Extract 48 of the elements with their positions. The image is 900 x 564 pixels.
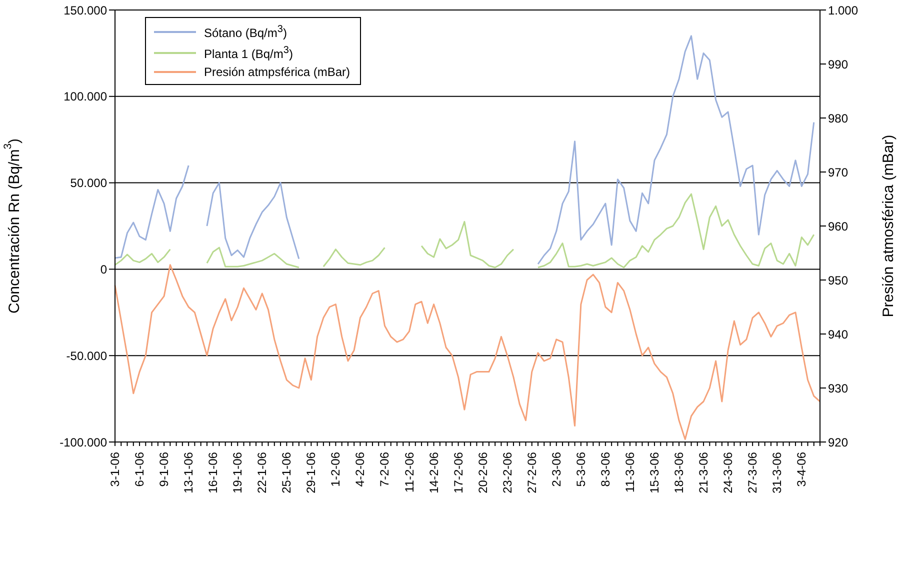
x-tick-label: 5-3-06 [574,452,588,487]
x-tick-label: 2-3-06 [549,452,564,487]
y-tick-label: 100.000 [64,90,108,104]
y-tick-label: 50.000 [70,176,108,190]
x-tick-label: 27-3-06 [746,452,760,494]
x-tick-label: 19-1-06 [230,452,245,494]
x-tick-label: 21-3-06 [696,452,711,494]
x-tick-label: 20-2-06 [476,452,490,494]
y-tick-label: 150.000 [64,3,108,18]
x-tick-label: 17-2-06 [451,452,466,494]
x-tick-label: 31-3-06 [770,452,784,494]
y2-tick-label: 970 [828,165,848,180]
x-tick-label: 9-1-06 [157,452,172,487]
x-tick-label: 1-2-06 [328,452,343,487]
x-tick-label: 11-3-06 [622,452,637,492]
x-tick-label: 15-3-06 [647,452,662,494]
x-tick-label: 11-2-06 [402,452,416,492]
legend-label: Sótano (Bq/m$^{3}$) [204,23,287,42]
x-tick-label: 13-1-06 [182,452,196,494]
y2-tick-label: 940 [828,327,848,342]
x-tick-label: 3-1-06 [108,452,122,487]
x-tick-label: 3-4-06 [794,452,809,487]
x-tick-label: 25-1-06 [280,452,294,494]
y2-tick-label: 980 [828,111,848,126]
y2-axis-title: Presión atmosférica (mBar) [880,134,896,318]
y2-tick-label: 960 [828,219,848,234]
y-tick-label: -100.000 [60,435,108,450]
x-tick-label: 8-3-06 [598,452,612,487]
x-tick-label: 16-1-06 [206,452,220,494]
x-tick-label: 7-2-06 [378,452,392,487]
legend-label: Presión atmpsférica (mBar) [204,64,350,81]
y2-tick-label: 950 [828,273,848,288]
x-tick-label: 14-2-06 [426,452,441,494]
y2-tick-label: 1.000 [828,3,858,18]
y-tick-label: -50.000 [66,348,108,363]
x-tick-label: 6-1-06 [132,452,147,487]
y2-tick-label: 990 [828,57,848,72]
x-tick-label: 4-2-06 [353,452,368,487]
x-tick-label: 27-2-06 [524,452,539,494]
x-tick-label: 23-2-06 [500,452,514,494]
x-tick-label: 22-1-06 [255,452,270,494]
x-tick-label: 24-3-06 [721,452,736,494]
x-tick-label: 29-1-06 [304,452,318,494]
x-tick-label: 18-3-06 [672,452,686,494]
legend-label: Planta 1 (Bq/m$^{3}$) [204,44,293,63]
y2-tick-label: 920 [828,435,848,450]
y2-tick-label: 930 [828,381,848,396]
y-tick-label: 0 [100,262,108,276]
